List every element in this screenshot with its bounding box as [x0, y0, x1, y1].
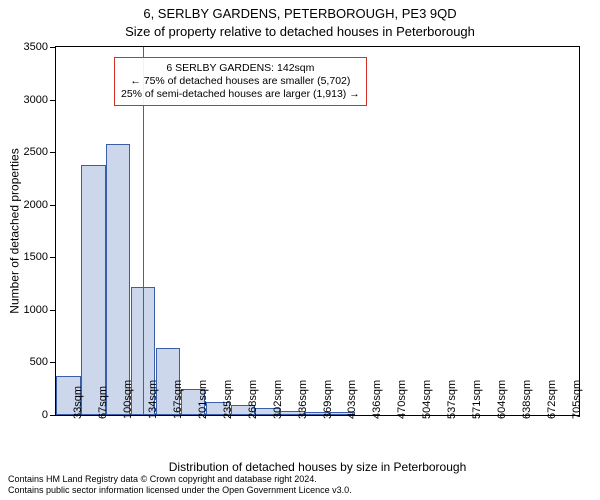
title-main: 6, SERLBY GARDENS, PETERBOROUGH, PE3 9QD [0, 6, 600, 21]
ytick-label: 3500 [24, 41, 48, 53]
chart-container: 6, SERLBY GARDENS, PETERBOROUGH, PE3 9QD… [0, 0, 600, 500]
footer-line-2: Contains public sector information licen… [8, 485, 352, 496]
ytick [50, 152, 56, 153]
y-axis-label: Number of detached properties [8, 46, 22, 416]
footer-line-1: Contains HM Land Registry data © Crown c… [8, 474, 352, 485]
ytick [50, 205, 56, 206]
ytick-label: 0 [42, 409, 48, 421]
ytick [50, 47, 56, 48]
ytick-label: 500 [30, 356, 48, 368]
plot-inner: 6 SERLBY GARDENS: 142sqm← 75% of detache… [56, 47, 579, 415]
footer-attribution: Contains HM Land Registry data © Crown c… [8, 474, 352, 496]
ytick [50, 415, 56, 416]
ytick-label: 2500 [24, 146, 48, 158]
ytick [50, 100, 56, 101]
histogram-bar [81, 165, 105, 415]
annotation-line: 25% of semi-detached houses are larger (… [121, 88, 360, 101]
histogram-bar [106, 144, 130, 415]
annotation-box: 6 SERLBY GARDENS: 142sqm← 75% of detache… [114, 57, 367, 106]
ytick-label: 2000 [24, 199, 48, 211]
ytick [50, 257, 56, 258]
ytick [50, 310, 56, 311]
title-sub: Size of property relative to detached ho… [0, 24, 600, 39]
x-axis-label: Distribution of detached houses by size … [55, 460, 580, 474]
ytick-label: 3000 [24, 94, 48, 106]
ytick [50, 362, 56, 363]
ytick-label: 1000 [24, 304, 48, 316]
annotation-line: ← 75% of detached houses are smaller (5,… [121, 75, 360, 88]
plot-area: 6 SERLBY GARDENS: 142sqm← 75% of detache… [55, 46, 580, 416]
annotation-line: 6 SERLBY GARDENS: 142sqm [121, 62, 360, 75]
ytick-label: 1500 [24, 251, 48, 263]
